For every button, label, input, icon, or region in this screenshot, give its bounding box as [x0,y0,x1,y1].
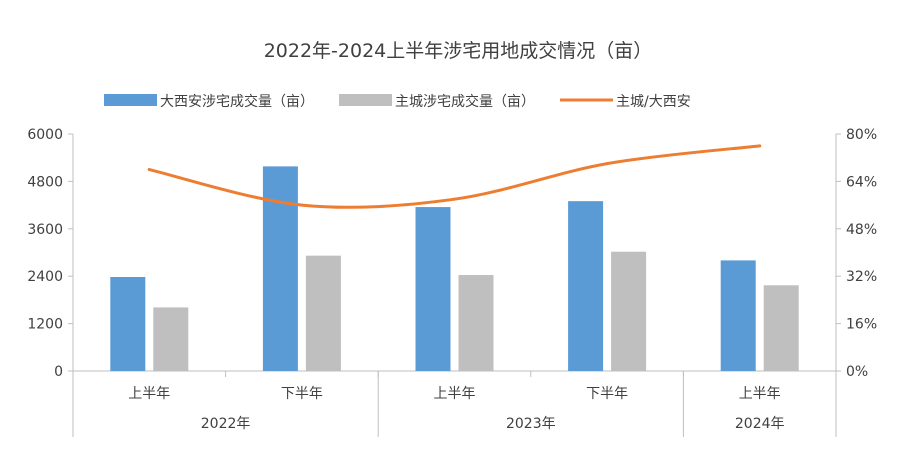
line-point [758,144,762,148]
bar [415,207,451,371]
y-left-tick-label: 4800 [27,174,63,190]
y-left-tick-label: 0 [54,364,63,380]
y-right-tick-label: 32% [846,269,877,285]
bar [110,276,146,371]
line-point [300,203,304,207]
line-point [147,168,151,172]
legend-swatch [104,94,157,106]
line-point [453,197,456,201]
axes: 0 1200 2400 3600 4800 6000 0% 16% 32% 48% 64% 80% 上半… [27,127,877,437]
bar [305,255,341,371]
chart-title: 2022年-2024上半年涉宅用地成交情况（亩） [264,40,653,62]
bar [763,285,799,371]
x-group-label: 2023年 [506,416,556,432]
y-right-tick-label: 48% [846,222,877,238]
bar [611,251,647,371]
line-point [605,162,609,166]
x-group-label: 2022年 [201,416,251,432]
line-layer [147,144,762,209]
legend: 大西安涉宅成交量（亩） 主城涉宅成交量（亩） 主城/大西安 [104,93,691,110]
legend-label: 主城/大西安 [616,94,691,110]
bar [262,166,298,371]
bar [153,307,189,371]
x-category-label: 下半年 [281,386,323,402]
legend-swatch [339,94,392,106]
bars [110,166,799,371]
bar [458,275,494,371]
y-right-tick-label: 64% [846,174,877,190]
x-category-label: 上半年 [739,386,781,402]
legend-label: 大西安涉宅成交量（亩） [160,93,314,110]
x-category-label: 上半年 [434,386,476,402]
y-right-tick-label: 80% [846,127,877,143]
bar [720,260,756,371]
x-category-label: 下半年 [586,386,628,402]
y-left-tick-label: 6000 [27,127,63,143]
bar [568,201,604,371]
y-right-tick-label: 0% [846,364,868,380]
x-category-label: 上半年 [128,386,170,402]
x-group-label: 2024年 [735,416,785,432]
y-left-tick-label: 3600 [27,222,63,238]
y-left-tick-label: 1200 [27,317,63,333]
y-right-tick-label: 16% [846,317,877,333]
y-left-tick-label: 2400 [27,269,63,285]
legend-label: 主城涉宅成交量（亩） [395,93,535,110]
